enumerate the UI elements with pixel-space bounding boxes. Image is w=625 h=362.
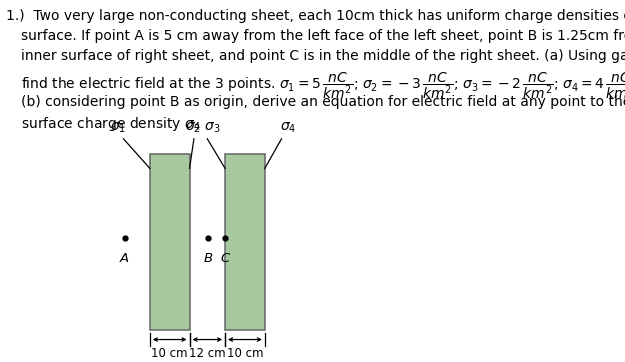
Text: surface charge density $\sigma_4$: surface charge density $\sigma_4$ [21,115,201,134]
Text: 10 cm: 10 cm [227,347,263,360]
Text: (b) considering point B as origin, derive an equation for electric field at any : (b) considering point B as origin, deriv… [21,95,625,109]
Text: 10 cm: 10 cm [151,347,188,360]
Bar [225,155,265,330]
Text: find the electric field at the 3 points. $\sigma_1 = 5\,\dfrac{nC}{km^2}$; $\sig: find the electric field at the 3 points.… [21,70,625,101]
Text: $\sigma_1$: $\sigma_1$ [111,121,126,135]
Text: surface. If point A is 5 cm away from the left face of the left sheet, point B i: surface. If point A is 5 cm away from th… [21,29,625,43]
Text: inner surface of right sheet, and point C is in the middle of the right sheet. (: inner surface of right sheet, and point … [21,49,625,63]
Text: 1.)  Two very large non-conducting sheet, each 10cm thick has uniform charge den: 1.) Two very large non-conducting sheet,… [6,9,625,23]
Text: $\sigma_2\ \sigma_3$: $\sigma_2\ \sigma_3$ [185,121,221,135]
Bar [150,155,189,330]
Text: B: B [204,252,213,265]
Text: 12 cm: 12 cm [189,347,226,360]
Text: A: A [120,252,129,265]
Text: C: C [221,252,230,265]
Text: $\sigma_4$: $\sigma_4$ [279,121,296,135]
